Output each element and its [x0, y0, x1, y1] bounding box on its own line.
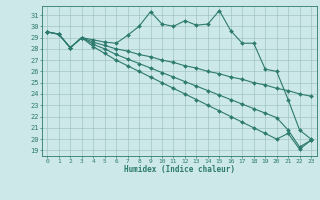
- X-axis label: Humidex (Indice chaleur): Humidex (Indice chaleur): [124, 165, 235, 174]
